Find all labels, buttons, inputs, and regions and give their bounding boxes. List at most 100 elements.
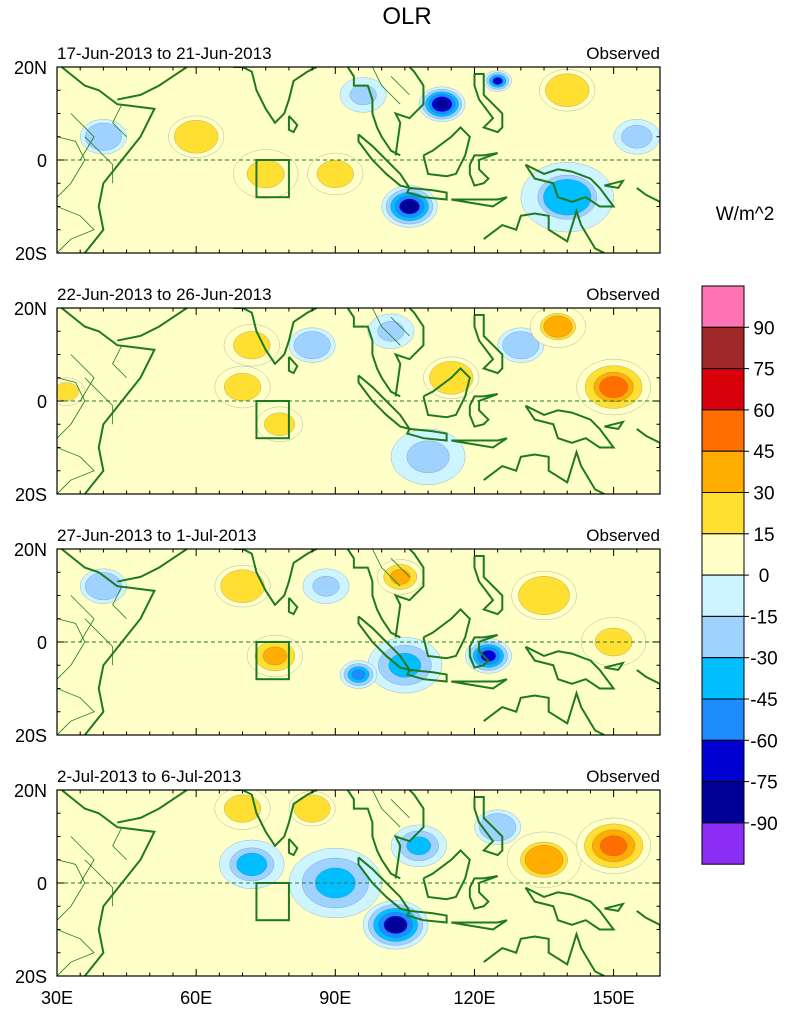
olr-contour bbox=[385, 917, 406, 933]
country-border bbox=[112, 345, 127, 379]
y-tick-label: 0 bbox=[37, 633, 47, 653]
country-border bbox=[70, 354, 95, 402]
coastline bbox=[477, 285, 484, 299]
olr-contour bbox=[293, 794, 331, 823]
coastline bbox=[393, 790, 425, 879]
panel-period: 22-Jun-2013 to 26-Jun-2013 bbox=[57, 285, 272, 304]
coastline bbox=[61, 67, 156, 253]
coastline bbox=[422, 126, 471, 178]
coastline bbox=[357, 856, 412, 913]
country-border bbox=[372, 67, 401, 105]
coastline bbox=[335, 308, 401, 398]
coastline bbox=[287, 838, 299, 857]
coastline bbox=[524, 163, 616, 208]
coastline bbox=[604, 902, 626, 912]
country-border bbox=[57, 688, 95, 735]
coastline bbox=[477, 767, 484, 781]
coastline bbox=[357, 133, 412, 190]
olr-contour bbox=[435, 98, 449, 110]
country-border bbox=[57, 859, 86, 921]
olr-contour bbox=[479, 813, 517, 842]
x-tick-label: 120E bbox=[453, 988, 495, 1008]
colorbar-label: 45 bbox=[753, 442, 774, 463]
coastline bbox=[287, 356, 299, 375]
olr-contour bbox=[518, 576, 570, 615]
olr-contour bbox=[246, 159, 285, 189]
coastline bbox=[483, 448, 605, 494]
x-axis: 30E 60E 90E 120E 150E bbox=[41, 988, 635, 1008]
country-border bbox=[84, 859, 114, 907]
colorbar-label: -90 bbox=[750, 814, 777, 835]
country-border bbox=[70, 836, 95, 884]
coastline bbox=[468, 875, 499, 910]
coastline bbox=[524, 404, 616, 449]
coastline bbox=[117, 549, 188, 583]
coastline bbox=[117, 308, 188, 342]
colorbar-swatch bbox=[701, 822, 745, 865]
olr-contour bbox=[316, 159, 354, 188]
colorbar-swatch bbox=[701, 533, 745, 576]
y-tick-label: 20N bbox=[14, 299, 47, 319]
colorbar-swatch bbox=[701, 781, 745, 824]
olr-contour bbox=[233, 331, 271, 360]
olr-contour bbox=[236, 852, 268, 877]
coastline bbox=[524, 645, 616, 690]
panel-source: Observed bbox=[586, 767, 660, 786]
olr-contour bbox=[492, 77, 503, 85]
colorbar-swatch bbox=[701, 409, 745, 452]
country-border bbox=[57, 377, 86, 439]
panel-2: 20N 0 20S 22-Jun-2013 to 26-Jun-2013 Observe… bbox=[14, 285, 661, 505]
coastline bbox=[477, 526, 484, 540]
colorbar-label: 90 bbox=[753, 318, 774, 339]
panel-3: 20N 0 20S 27-Jun-2013 to 1-Jul-2013 Observed bbox=[14, 526, 661, 746]
olr-contour bbox=[293, 331, 331, 360]
country-border bbox=[84, 618, 114, 666]
coastline bbox=[422, 367, 471, 419]
colorbar-label: 60 bbox=[753, 401, 774, 422]
panel-source: Observed bbox=[586, 44, 660, 63]
coastline bbox=[357, 374, 412, 431]
panels: 20N 0 20S 17-Jun-2013 to 21-Jun-2013 Observe… bbox=[14, 44, 661, 987]
coastline bbox=[422, 849, 471, 901]
olr-contour bbox=[543, 315, 573, 338]
coastline bbox=[287, 597, 299, 616]
coastline bbox=[393, 67, 425, 156]
coastline bbox=[468, 393, 499, 428]
olr-contour bbox=[351, 669, 366, 680]
country-border bbox=[112, 104, 127, 138]
coastline bbox=[636, 910, 660, 930]
colorbar-label: -30 bbox=[750, 649, 777, 670]
colorbar-label: -45 bbox=[750, 690, 777, 711]
coastline bbox=[405, 909, 448, 924]
coastline bbox=[451, 437, 508, 449]
olr-contour bbox=[389, 569, 411, 585]
coastline bbox=[357, 615, 412, 672]
y-tick-label: 20S bbox=[15, 244, 47, 264]
colorbar-swatch bbox=[701, 657, 745, 700]
olr-contour bbox=[599, 835, 628, 857]
colorbar-label: -75 bbox=[750, 773, 777, 794]
coastline bbox=[477, 44, 484, 58]
country-border bbox=[372, 549, 401, 587]
coastline bbox=[473, 554, 504, 616]
colorbar-label: 75 bbox=[753, 360, 774, 381]
olr-contour bbox=[545, 73, 590, 107]
x-tick-label: 60E bbox=[180, 988, 212, 1008]
country-border bbox=[390, 799, 410, 819]
country-border bbox=[57, 206, 95, 253]
y-tick-label: 20S bbox=[15, 967, 47, 987]
country-border bbox=[57, 618, 86, 680]
y-tick-label: 20N bbox=[14, 540, 47, 560]
country-border bbox=[390, 76, 410, 96]
olr-field bbox=[57, 44, 660, 253]
olr-contour bbox=[264, 412, 296, 436]
panel-period: 17-Jun-2013 to 21-Jun-2013 bbox=[57, 44, 272, 63]
colorbar-swatch bbox=[701, 492, 745, 535]
country-border bbox=[372, 308, 401, 346]
coastline bbox=[483, 930, 605, 976]
coastline bbox=[451, 196, 508, 208]
chart-title: OLR bbox=[382, 3, 431, 30]
panel-source: Observed bbox=[586, 526, 660, 545]
y-tick-label: 20S bbox=[15, 726, 47, 746]
box-region bbox=[255, 641, 290, 681]
